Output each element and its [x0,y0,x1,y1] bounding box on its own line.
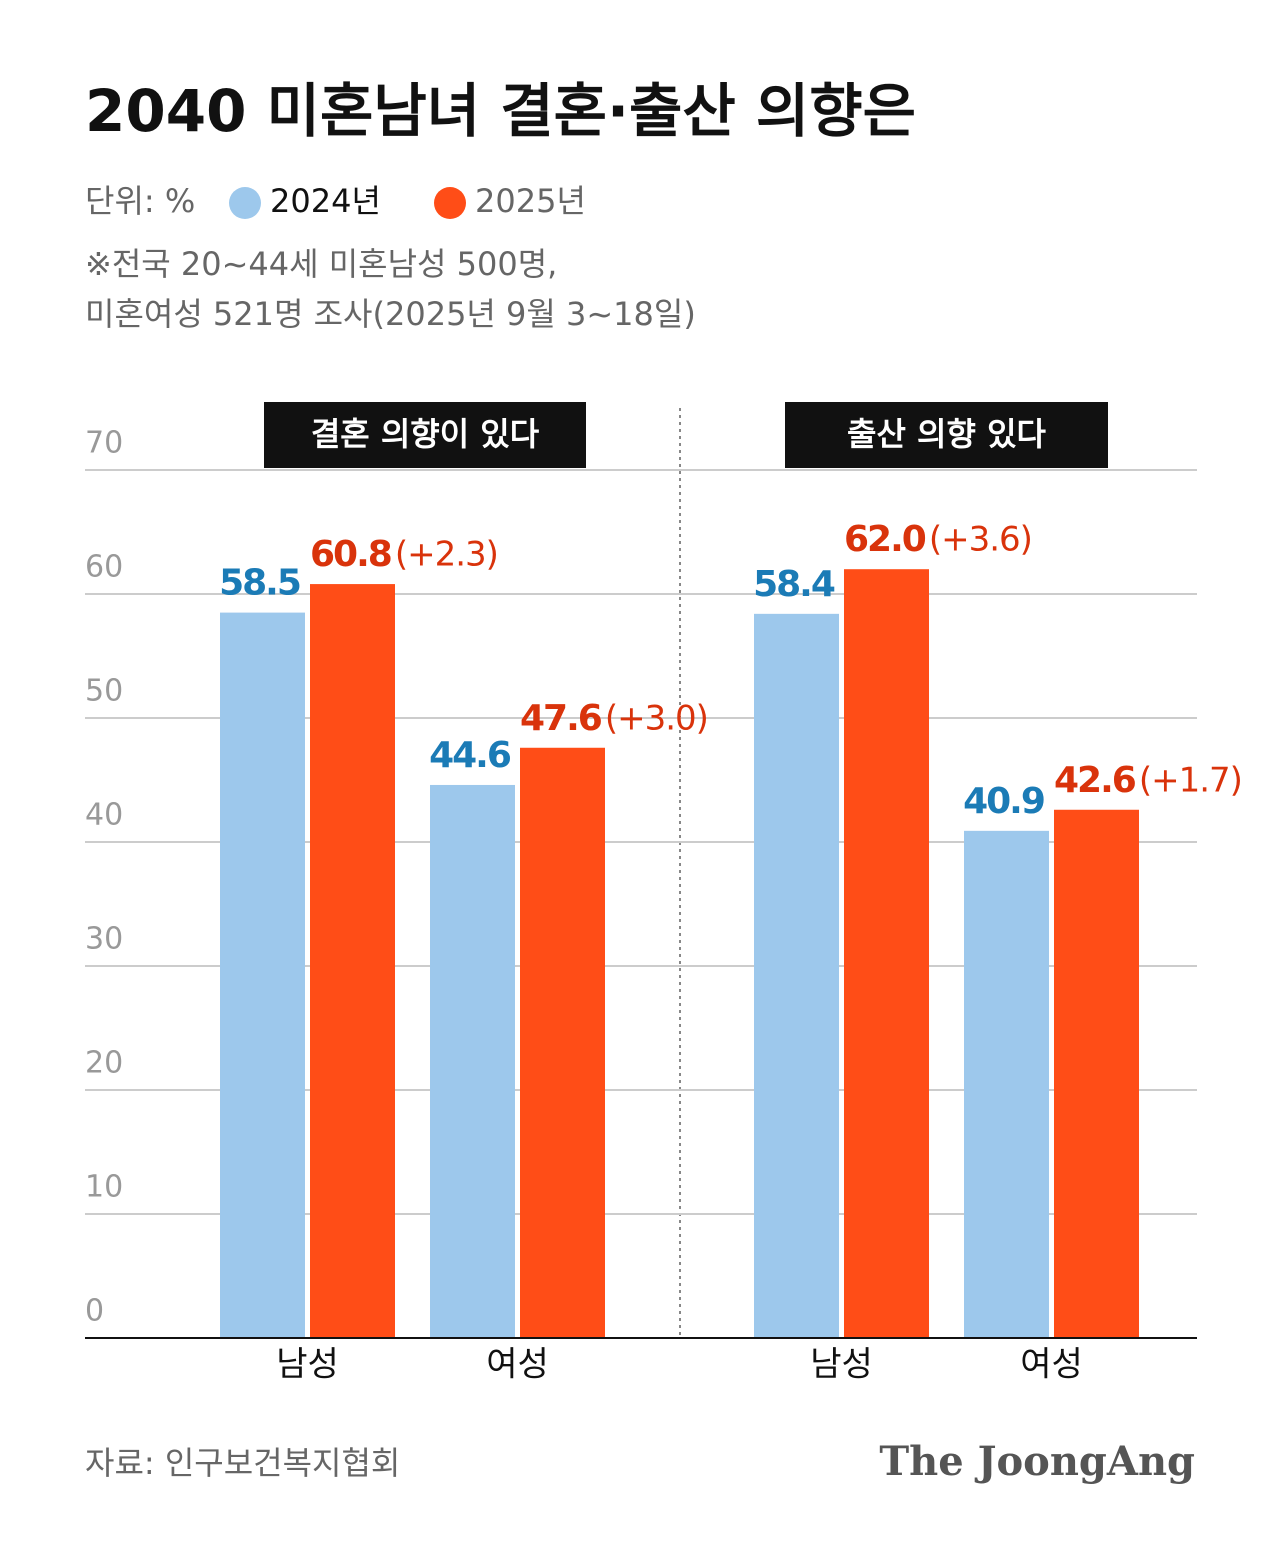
y-tick-label: 70 [85,426,123,461]
legend-label: 2024년 [270,182,381,220]
panel-title: 결혼 의향이 있다 [311,415,540,453]
note: ※전국 20~44세 미혼남성 500명, [85,245,557,283]
source: 자료: 인구보건복지협회 [85,1444,400,1482]
y-tick-label: 0 [85,1294,104,1329]
bar [964,830,1049,1338]
bar [844,569,929,1338]
panel-title-box [785,402,1108,468]
x-tick-label: 남성 [276,1345,339,1385]
value-label: 58.4 [753,564,835,605]
change-label: (+1.7) [1139,760,1242,800]
panel-title: 출산 의향 있다 [847,415,1046,453]
brand: The JoongAng [879,1438,1195,1485]
value-label: 40.9 [963,781,1044,822]
bar [220,612,305,1338]
legend-marker [229,187,261,219]
x-tick-label: 여성 [1020,1345,1083,1385]
y-tick-label: 10 [85,1170,123,1205]
bar [310,584,395,1338]
bar [1054,809,1139,1338]
y-tick-label: 30 [85,922,123,957]
chart-title: 2040 미혼남녀 결혼·출산 의향은 [85,77,916,145]
change-label: (+3.0) [605,698,708,738]
value-label: 42.6 [1054,760,1136,801]
value-label: 60.8 [310,534,391,575]
value-label: 44.6 [429,735,511,776]
legend-label: 2025년 [475,182,586,220]
y-tick-label: 60 [85,550,123,585]
value-label: 58.5 [219,563,300,604]
y-tick-label: 20 [85,1046,123,1081]
value-label: 62.0 [844,519,926,560]
y-tick-label: 40 [85,798,123,833]
change-label: (+2.3) [395,535,498,575]
note: 미혼여성 521명 조사(2025년 9월 3~18일) [85,295,696,333]
x-tick-label: 여성 [486,1345,549,1385]
bar [520,747,605,1338]
panel-title-box [264,402,586,468]
legend-marker [434,187,466,219]
bar [430,784,515,1338]
change-label: (+3.6) [929,520,1032,560]
x-tick-label: 남성 [810,1345,873,1385]
value-label: 47.6 [520,698,602,739]
y-tick-label: 50 [85,674,123,709]
unit-label: 단위: % [85,182,195,220]
bar [754,613,839,1338]
